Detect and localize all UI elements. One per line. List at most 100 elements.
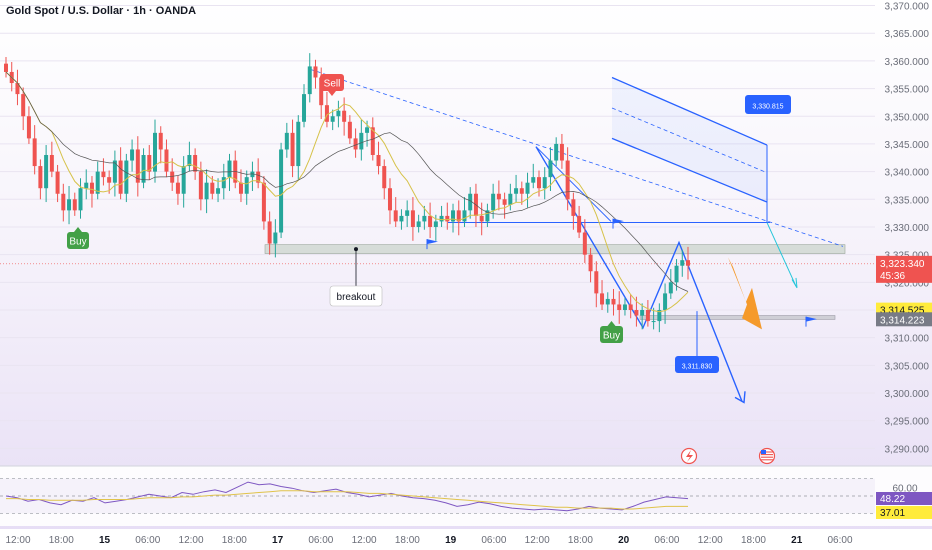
target-callout-high-label: 3,330.815 [752, 104, 783, 111]
candle-down [101, 171, 106, 178]
price-plot-area[interactable] [0, 0, 875, 465]
candle-down [387, 188, 392, 211]
price-tick-label: 3,370.000 [885, 2, 930, 13]
time-axis[interactable]: 12:00 18:00 15 06:00 12:00 18:00 17 06:00 12:00 1… [0, 529, 932, 550]
ma2-price-tag [876, 312, 932, 327]
candle-up [227, 160, 232, 178]
target-callout-high[interactable]: 3,330.815 [745, 95, 791, 114]
candle-up [216, 188, 221, 194]
buy-signal-badge-2-label: Buy [603, 331, 620, 342]
candle-down [89, 182, 94, 194]
candle-down [26, 116, 31, 139]
time-tick-label: 12:00 [179, 535, 204, 546]
time-tick-label: 06:00 [308, 535, 333, 546]
candle-down [594, 271, 599, 294]
candle-down [393, 210, 398, 222]
us-flag-event-icon[interactable] [758, 447, 776, 465]
time-tick-label: 06:00 [654, 535, 679, 546]
sell-signal-badge-tail [328, 91, 336, 96]
candle-down [267, 221, 272, 244]
candle-up [680, 260, 685, 266]
time-axis-bg [0, 529, 932, 550]
last-price-tag[interactable] [876, 255, 932, 283]
candle-up [605, 298, 610, 305]
candle-down [4, 63, 8, 72]
price-axis[interactable]: 3,290.000 3,295.000 3,300.000 3,305.000 3,31… [876, 2, 932, 456]
flag-icon [613, 218, 624, 224]
grid-layer [0, 5, 875, 449]
candle-up [622, 304, 627, 310]
candle-up [187, 155, 192, 167]
price-tick-label: 3,295.000 [885, 417, 930, 428]
us-flag-canton [761, 450, 766, 454]
candle-down [686, 260, 690, 266]
rsi-ma-value: 37.01 [880, 508, 905, 519]
candle-down [611, 298, 616, 305]
forecast-arrow [728, 257, 762, 330]
time-tick-label: 15 [99, 535, 111, 546]
time-tick-label: 17 [272, 535, 284, 546]
candle-down [571, 199, 576, 216]
candle-up [84, 182, 89, 189]
candle-up [279, 149, 284, 233]
breakout-label[interactable]: breakout [329, 285, 383, 307]
candle-up [124, 160, 129, 194]
target-callout-high-box [745, 95, 791, 114]
price-tick-label: 3,355.000 [885, 85, 930, 96]
flash-event-icon[interactable] [680, 447, 698, 465]
flag-marker[interactable] [805, 316, 817, 327]
candle-down [256, 171, 261, 183]
candle-up [668, 282, 673, 294]
candle-up [336, 110, 341, 117]
candle-down [479, 215, 484, 222]
target-callout-low-box [675, 356, 719, 373]
candle-down [15, 83, 20, 95]
price-tick-label: 3,305.000 [885, 361, 930, 372]
candle-up [284, 132, 289, 150]
sell-signal-badge[interactable]: Sell [320, 74, 344, 96]
candle-up [416, 221, 421, 227]
buy-signal-badge[interactable]: Buy [67, 227, 89, 249]
chart-title: Gold Spot / U.S. Dollar · 1h · OANDA [6, 5, 196, 17]
candle-down [370, 127, 375, 155]
candle-up [491, 193, 496, 211]
candle-down [347, 121, 352, 139]
candles-layer [4, 53, 690, 333]
candle-down [577, 215, 582, 233]
flag-marker[interactable] [612, 218, 624, 229]
time-tick-label: 06:00 [827, 535, 852, 546]
candle-down [55, 171, 60, 194]
time-tick-label: 12:00 [352, 535, 377, 546]
flag-icon [806, 316, 817, 322]
time-tick-label: 18:00 [741, 535, 766, 546]
candle-down [617, 304, 622, 310]
candle-down [38, 166, 43, 189]
drawings-back [0, 68, 875, 404]
candle-down [588, 254, 593, 272]
rsi-value-tag [876, 492, 932, 505]
projection-channel [611, 76, 798, 289]
candle-down [290, 132, 295, 167]
ma-price-value: 3,314.525 [880, 306, 925, 317]
candle-down [319, 77, 324, 106]
trendline [309, 68, 844, 247]
breakout-dot [354, 247, 358, 252]
target-callout-low[interactable]: 3,311.830 [675, 356, 719, 373]
candle-down [32, 138, 37, 167]
candle-down [519, 188, 524, 194]
time-tick-label: 06:00 [135, 535, 160, 546]
candle-up [130, 149, 135, 161]
buy-signal-badge-2[interactable]: Buy [600, 321, 623, 343]
flag-marker[interactable] [426, 239, 438, 250]
candle-up [542, 177, 547, 189]
price-tick-label: 3,310.000 [885, 334, 930, 345]
candle-up [112, 160, 117, 183]
candle-up [525, 182, 530, 194]
candle-down [428, 215, 433, 227]
candle-down [49, 155, 54, 172]
price-tick-label: 3,290.000 [885, 444, 930, 455]
candle-up [221, 177, 226, 189]
buy-signal-badge-2-tail [607, 321, 616, 326]
